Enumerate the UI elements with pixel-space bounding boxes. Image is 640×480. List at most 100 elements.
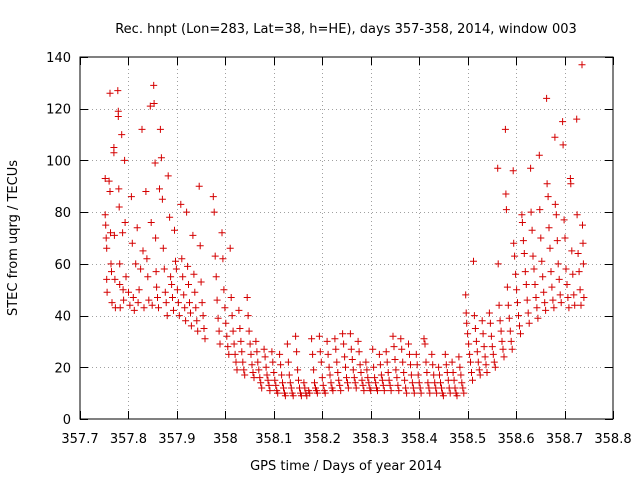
data-point — [133, 224, 141, 232]
data-point — [392, 366, 400, 374]
data-point — [518, 211, 526, 219]
data-point — [254, 358, 262, 366]
data-point — [168, 281, 176, 288]
data-point — [281, 392, 289, 400]
data-point — [228, 312, 236, 320]
data-point — [309, 350, 317, 358]
data-point — [180, 291, 188, 299]
data-point — [467, 358, 474, 366]
data-point — [551, 200, 559, 208]
data-point — [194, 327, 202, 335]
data-point — [107, 229, 114, 237]
data-point — [292, 332, 300, 340]
x-tick-label: 358.1 — [255, 432, 292, 447]
data-point — [220, 286, 228, 294]
data-point — [525, 319, 533, 327]
data-point — [246, 340, 254, 348]
data-point — [356, 361, 364, 369]
data-point — [413, 361, 421, 369]
data-point — [209, 193, 217, 201]
plot-frame — [79, 56, 614, 420]
data-point — [269, 358, 277, 366]
data-point — [556, 291, 564, 299]
data-point — [448, 358, 456, 366]
data-point — [278, 371, 286, 379]
data-point — [420, 335, 428, 343]
data-point — [172, 257, 179, 265]
y-tick-label: 120 — [46, 103, 71, 118]
data-point — [107, 260, 115, 268]
data-point — [105, 177, 113, 185]
data-point — [485, 309, 493, 317]
data-point — [152, 234, 160, 242]
data-point — [511, 252, 519, 260]
data-point — [421, 340, 429, 348]
data-point — [120, 296, 128, 304]
data-point — [340, 340, 348, 348]
data-point — [571, 301, 579, 309]
data-point — [148, 301, 156, 309]
data-point — [390, 343, 398, 351]
data-point — [358, 376, 366, 384]
data-point — [185, 281, 192, 288]
data-point — [354, 337, 362, 345]
grid-lines — [80, 57, 613, 419]
data-point — [577, 301, 585, 309]
data-point — [475, 366, 483, 374]
data-point — [227, 294, 235, 301]
data-point — [135, 286, 143, 294]
data-point — [103, 288, 111, 296]
data-point — [509, 167, 517, 175]
data-point — [200, 325, 208, 332]
data-point — [106, 188, 114, 195]
data-point — [522, 281, 530, 288]
data-point — [336, 381, 344, 389]
data-point — [538, 257, 546, 265]
data-point — [106, 89, 114, 97]
data-point — [167, 273, 175, 281]
data-point — [243, 294, 251, 301]
data-point — [529, 252, 537, 260]
data-point — [580, 294, 588, 301]
x-tick-label: 358.2 — [304, 432, 341, 447]
data-point — [183, 208, 191, 216]
data-point — [377, 371, 385, 379]
data-point — [174, 299, 182, 307]
data-point — [533, 304, 541, 312]
data-point — [190, 270, 198, 278]
data-point — [263, 371, 271, 379]
data-point — [438, 384, 445, 392]
chart-title: Rec. hnpt (Lon=283, Lat=38, h=HE), days … — [115, 22, 577, 37]
data-point — [110, 231, 118, 239]
data-point — [306, 389, 314, 397]
data-point — [116, 281, 124, 288]
data-point — [108, 268, 115, 276]
data-point — [449, 369, 457, 376]
data-point — [399, 358, 407, 366]
data-point — [415, 379, 423, 387]
data-point — [159, 244, 167, 252]
data-point — [465, 340, 473, 348]
data-point — [102, 234, 110, 242]
data-point — [578, 61, 586, 69]
x-tick-label: 358.4 — [401, 432, 438, 447]
data-point — [490, 358, 498, 366]
data-point — [103, 275, 111, 283]
data-point — [439, 392, 447, 400]
data-point — [496, 317, 504, 325]
data-point — [531, 281, 539, 288]
data-point — [489, 350, 497, 358]
data-point — [244, 312, 252, 320]
data-point — [193, 317, 201, 325]
data-point — [579, 221, 586, 229]
data-point — [462, 291, 470, 299]
x-axis-title: GPS time / Days of year 2014 — [250, 459, 442, 474]
y-tick-label: 40 — [54, 310, 71, 325]
data-point — [429, 361, 437, 369]
data-point — [385, 376, 393, 384]
data-point — [527, 208, 535, 216]
data-point — [412, 350, 420, 358]
data-point — [118, 131, 126, 139]
data-point — [494, 260, 502, 268]
